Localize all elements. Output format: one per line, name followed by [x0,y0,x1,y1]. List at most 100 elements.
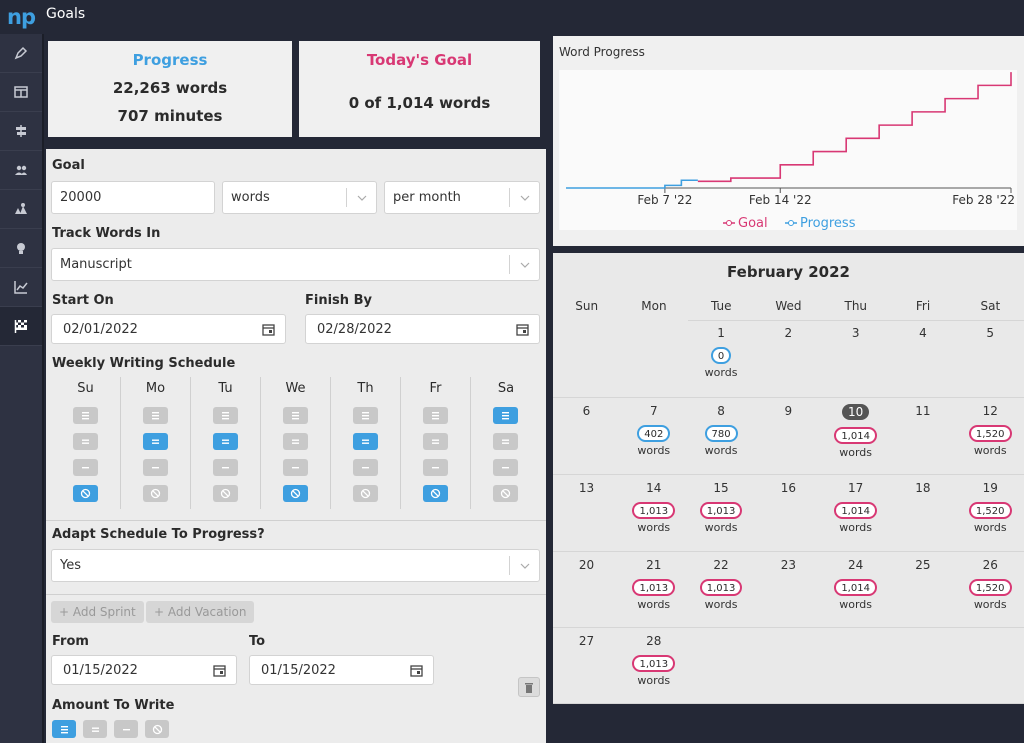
legend-marker [789,221,794,226]
from-date-input[interactable]: 01/15/2022 [51,655,237,685]
calendar-day[interactable]: 15 1,013 words [688,475,755,552]
schedule-level-low[interactable] [143,459,168,476]
calendar-day[interactable]: 9 [755,398,822,475]
schedule-level-low[interactable] [283,459,308,476]
sidebar-item-places[interactable] [0,190,42,229]
calendar-icon[interactable] [262,323,275,336]
schedule-level-medium[interactable] [493,433,518,450]
day-number: 4 [889,326,956,340]
ban-icon [80,488,91,499]
amount-level-none[interactable] [145,720,169,738]
three-lines-icon [220,410,231,421]
schedule-level-medium[interactable] [353,433,378,450]
add-sprint-button[interactable]: + Add Sprint [51,601,144,623]
calendar-icon[interactable] [213,664,226,677]
calendar-day[interactable]: 12 1,520 words [957,398,1024,475]
calendar-day[interactable]: 10 1,014 words [822,398,889,475]
schedule-level-high[interactable] [283,407,308,424]
schedule-level-low[interactable] [213,459,238,476]
calendar-day[interactable]: 19 1,520 words [957,475,1024,552]
calendar-day[interactable]: 6 [553,398,620,475]
schedule-level-none[interactable] [353,485,378,502]
schedule-level-high[interactable] [353,407,378,424]
calendar-day[interactable]: 16 [755,475,822,552]
calendar-day[interactable]: 3 [822,320,889,397]
calendar-day[interactable]: 1 0 words [688,320,755,397]
calendar-day[interactable]: 17 1,014 words [822,475,889,552]
schedule-level-medium[interactable] [73,433,98,450]
three-lines-icon [430,410,441,421]
weekday-header: Sun [553,299,620,313]
schedule-level-medium[interactable] [143,433,168,450]
schedule-level-medium[interactable] [283,433,308,450]
period-select[interactable]: per month [384,181,540,214]
calendar-day[interactable]: 7 402 words [620,398,687,475]
three-lines-icon [500,410,511,421]
schedule-level-high[interactable] [213,407,238,424]
unit-select[interactable]: words [222,181,377,214]
calendar-day[interactable]: 5 [957,320,1024,397]
calendar-icon[interactable] [516,323,529,336]
chevron-down-icon [520,195,530,201]
schedule-level-low[interactable] [353,459,378,476]
amount-level-low[interactable] [114,720,138,738]
calendar-day[interactable]: 24 1,014 words [822,552,889,629]
adapt-select[interactable]: Yes [51,549,540,582]
calendar-day[interactable]: 13 [553,475,620,552]
amount-level-high[interactable] [52,720,76,738]
calendar-icon[interactable] [410,664,423,677]
schedule-level-high[interactable] [73,407,98,424]
schedule-level-none[interactable] [493,485,518,502]
calendar-day[interactable]: 11 [889,398,956,475]
sidebar-item-ideas[interactable] [0,229,42,268]
day-number: 19 [957,481,1024,495]
weekday-header: Fri [889,299,956,313]
schedule-level-none[interactable] [143,485,168,502]
to-date-input[interactable]: 01/15/2022 [249,655,434,685]
calendar-day[interactable]: 14 1,013 words [620,475,687,552]
delete-sprint-button[interactable] [518,677,540,697]
calendar-day[interactable]: 25 [889,552,956,629]
three-lines-icon [150,410,161,421]
amount-level-medium[interactable] [83,720,107,738]
sidebar-item-timeline[interactable] [0,112,42,151]
schedule-level-none[interactable] [73,485,98,502]
sidebar-item-write[interactable] [0,34,42,73]
schedule-level-medium[interactable] [423,433,448,450]
schedule-level-low[interactable] [73,459,98,476]
schedule-level-low[interactable] [423,459,448,476]
schedule-level-high[interactable] [423,407,448,424]
calendar-day[interactable]: 8 780 words [688,398,755,475]
schedule-level-low[interactable] [493,459,518,476]
schedule-level-high[interactable] [493,407,518,424]
schedule-level-medium[interactable] [213,433,238,450]
adapt-select-value: Yes [60,558,81,573]
calendar-day[interactable]: 4 [889,320,956,397]
calendar-day[interactable]: 23 [755,552,822,629]
finish-date-input[interactable]: 02/28/2022 [305,314,540,344]
schedule-level-none[interactable] [283,485,308,502]
start-date-input[interactable]: 02/01/2022 [51,314,286,344]
calendar-day[interactable]: 21 1,013 words [620,552,687,629]
sidebar-item-stats[interactable] [0,268,42,307]
calendar-day[interactable]: 18 [889,475,956,552]
sidebar-item-goals[interactable] [0,307,42,346]
calendar-day[interactable]: 20 [553,552,620,629]
sidebar-item-characters[interactable] [0,151,42,190]
schedule-level-none[interactable] [423,485,448,502]
calendar-day[interactable]: 28 1,013 words [620,628,687,705]
progress-minutes: 707 minutes [48,107,292,125]
schedule-level-high[interactable] [143,407,168,424]
calendar-day[interactable]: 26 1,520 words [957,552,1024,629]
day-number: 20 [553,558,620,572]
calendar-day[interactable]: 2 [755,320,822,397]
goal-input[interactable]: 20000 [51,181,215,214]
add-vacation-button[interactable]: + Add Vacation [146,601,254,623]
schedule-level-none[interactable] [213,485,238,502]
sidebar-item-board[interactable] [0,73,42,112]
top-bar: np Goals [0,0,1024,34]
calendar-day[interactable]: 27 [553,628,620,705]
calendar-day[interactable]: 22 1,013 words [688,552,755,629]
track-select[interactable]: Manuscript [51,248,540,281]
logo[interactable]: np [0,0,42,34]
